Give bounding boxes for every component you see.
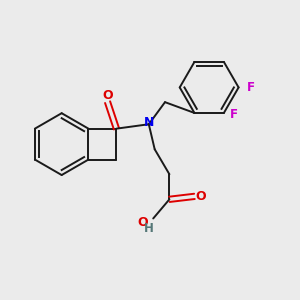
Text: H: H — [144, 222, 153, 235]
Text: O: O — [102, 89, 113, 102]
Text: F: F — [230, 108, 238, 121]
Text: O: O — [137, 216, 148, 230]
Text: O: O — [196, 190, 206, 203]
Text: F: F — [247, 81, 255, 94]
Text: N: N — [144, 116, 154, 129]
